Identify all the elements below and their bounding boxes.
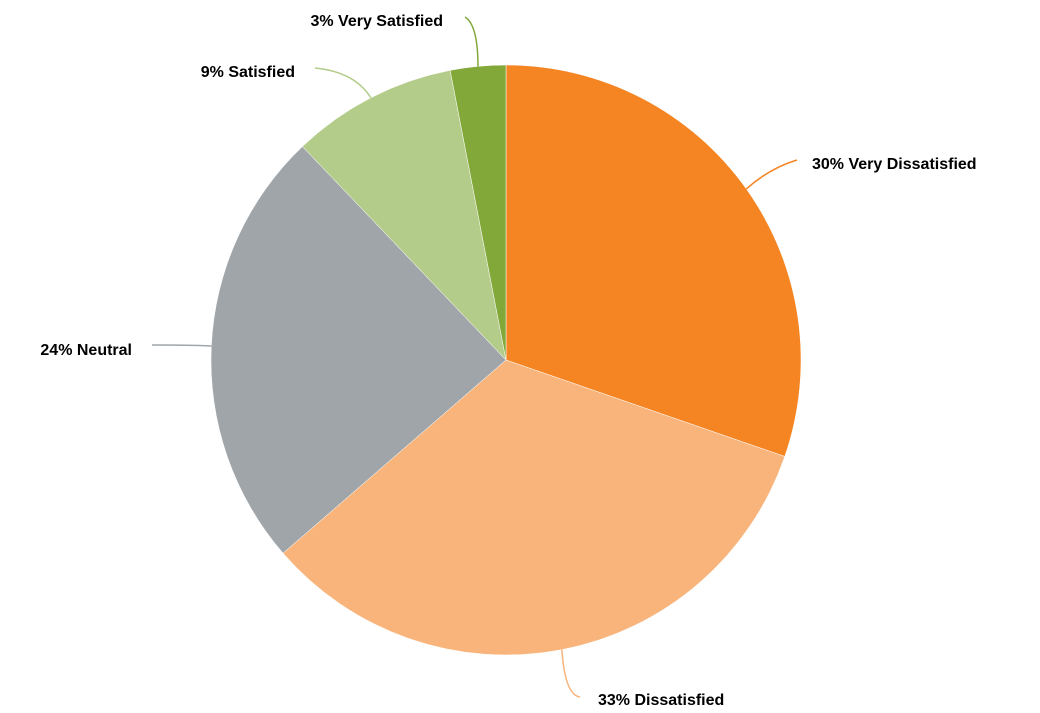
value-label: 9%: [201, 64, 224, 81]
pie-slice: [282, 359, 786, 656]
value-label: 3%: [310, 13, 333, 30]
data-label: 24% Neutral: [40, 342, 132, 359]
leader-line: [464, 16, 479, 67]
leader-line: [745, 159, 798, 190]
category-label: Neutral: [77, 342, 132, 359]
value-label: 24%: [40, 342, 72, 359]
category-label: Satisfied: [228, 64, 295, 81]
leader-line: [314, 67, 372, 99]
data-label: 9% Satisfied: [201, 64, 295, 81]
category-label: Very Dissatisfied: [848, 156, 976, 173]
value-label: 33%: [598, 692, 630, 709]
category-label: Very Satisfied: [338, 13, 443, 30]
pie-slice: [505, 64, 802, 457]
value-label: 30%: [812, 156, 844, 173]
data-label: 3% Very Satisfied: [310, 13, 443, 30]
data-label: 30% Very Dissatisfied: [812, 156, 977, 173]
category-label: Dissatisfied: [634, 692, 724, 709]
data-label: 33% Dissatisfied: [598, 692, 724, 709]
leader-line: [151, 344, 212, 347]
leader-line: [561, 649, 581, 698]
